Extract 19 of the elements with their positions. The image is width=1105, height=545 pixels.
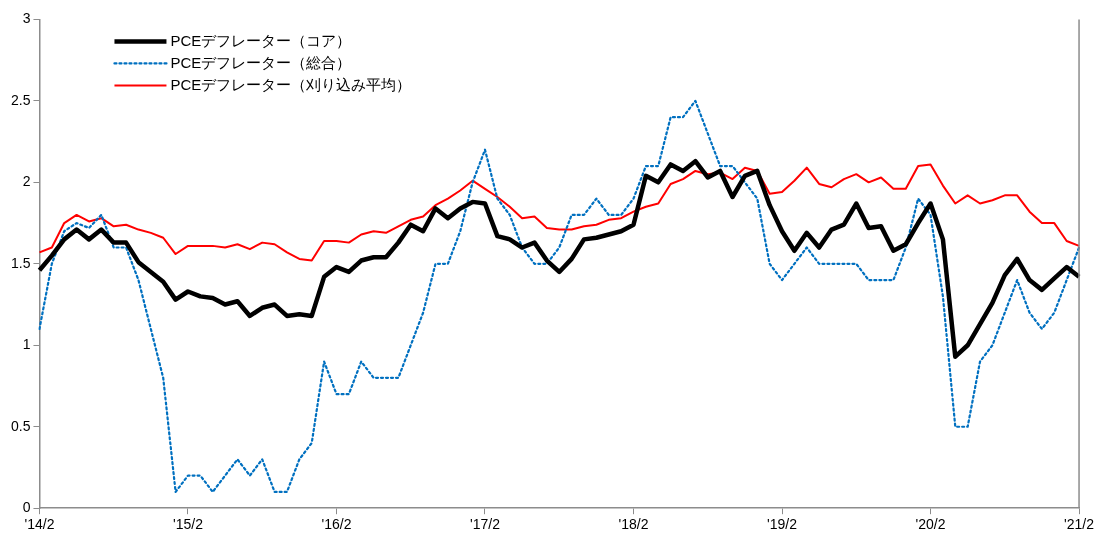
legend-label: PCEデフレーター（刈り込み平均） xyxy=(170,75,412,93)
x-tick-label: '16/2 xyxy=(321,516,352,533)
legend-label: PCEデフレーター（総合） xyxy=(170,53,352,71)
x-tick-label: '18/2 xyxy=(618,516,649,533)
y-tick-label: 1.5 xyxy=(10,254,31,271)
y-tick-label: 1 xyxy=(22,336,31,353)
y-tick-label: 3 xyxy=(22,10,31,27)
x-tick-label: '20/2 xyxy=(915,516,946,533)
y-tick-label: 0 xyxy=(22,499,31,516)
x-tick-label: '14/2 xyxy=(24,516,55,533)
y-tick-label: 0.5 xyxy=(10,417,31,434)
y-tick-label: 2.5 xyxy=(10,91,31,108)
legend-label: PCEデフレーター（コア） xyxy=(170,31,352,49)
x-tick-label: '19/2 xyxy=(767,516,798,533)
x-tick-label: '17/2 xyxy=(470,516,501,533)
line-series xyxy=(38,99,1081,494)
x-tick-label: '15/2 xyxy=(173,516,204,533)
y-tick-label: 2 xyxy=(22,173,31,190)
x-tick-label: '21/2 xyxy=(1064,516,1095,533)
